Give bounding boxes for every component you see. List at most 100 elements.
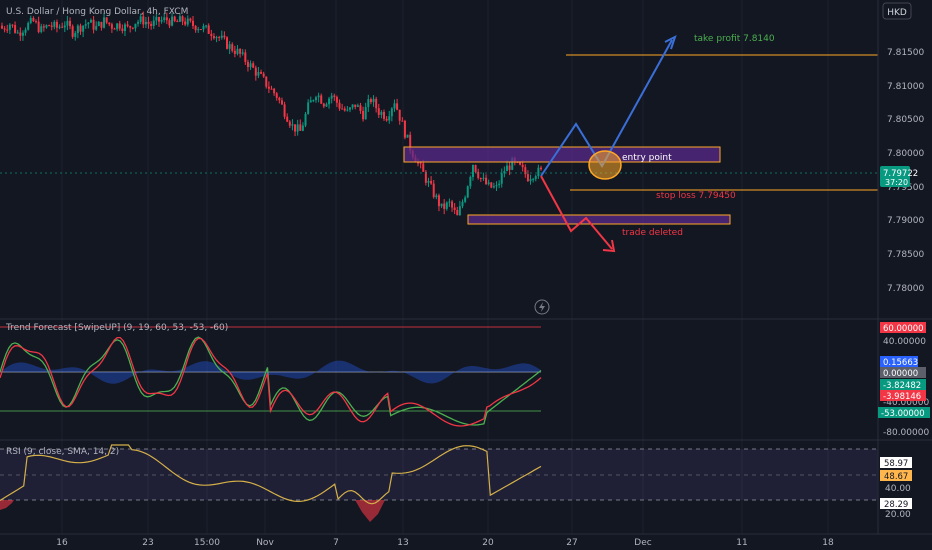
candle-body [163, 17, 166, 20]
candle-body [95, 25, 98, 30]
candle-body [176, 21, 179, 23]
candle-body [168, 20, 171, 26]
candle-body [53, 21, 56, 27]
candle-body [257, 71, 260, 76]
candle-body [246, 61, 249, 68]
bullish-arrowhead [664, 35, 677, 50]
candle-body [249, 63, 252, 68]
bearish-path[interactable] [540, 175, 613, 250]
candle-body [283, 104, 286, 117]
trend-badge-slow [880, 390, 926, 401]
time-label: Nov [256, 538, 274, 548]
candle-body [14, 25, 17, 33]
candle-body [432, 183, 435, 198]
candle-body [92, 19, 95, 30]
candle-body [116, 23, 119, 30]
candle-body [215, 37, 218, 39]
candle-body [178, 16, 181, 22]
candle-body [458, 206, 461, 216]
time-label: 16 [56, 538, 68, 548]
candle-body [364, 106, 367, 120]
candle-body [223, 35, 226, 38]
candle-body [105, 17, 108, 23]
candle-body [346, 109, 349, 111]
entry-point-marker[interactable] [588, 150, 622, 180]
candle-body [291, 124, 294, 126]
lightning-icon[interactable] [534, 299, 550, 315]
rsi-badge-value-text: 48.67 [884, 472, 908, 482]
entry-point-label: entry point [622, 153, 672, 163]
candle-body [354, 104, 357, 107]
candle-body [241, 52, 244, 54]
candle-body [286, 116, 289, 122]
candle-body [199, 29, 202, 31]
candle-body [6, 29, 9, 31]
candle-body [440, 203, 443, 207]
rsi-tick: 20.00 [885, 510, 911, 520]
candle-body [325, 104, 328, 107]
candle-body [8, 24, 11, 30]
candle-body [260, 71, 263, 74]
candle-body [265, 76, 268, 87]
candle-body [406, 134, 409, 138]
candle-body [304, 113, 307, 126]
current-price-badge [880, 166, 910, 187]
candle-body [335, 96, 338, 103]
candle-body [409, 134, 412, 151]
rsi-oversold-fill-left [0, 500, 14, 510]
candle-body [197, 29, 200, 31]
candle-body [519, 161, 522, 165]
rsi-oversold-fill-mid [355, 500, 385, 522]
right-price-axis[interactable]: HKD 7.81500 7.81000 7.80500 7.80000 7.79… [877, 0, 930, 534]
candle-body [278, 97, 281, 101]
candle-body [27, 22, 30, 30]
bullish-path[interactable] [540, 39, 673, 177]
candle-body [126, 24, 129, 27]
candle-body [24, 29, 27, 33]
currency-button[interactable] [882, 2, 912, 20]
candle-body [254, 67, 257, 76]
candle-body [524, 167, 527, 175]
price-tick: 7.78000 [887, 284, 924, 294]
candle-body [343, 108, 346, 111]
candle-body [495, 185, 498, 187]
time-axis[interactable]: 16 23 15:00 Nov 7 13 20 27 Dec 11 18 [0, 533, 932, 548]
candle-body [84, 24, 87, 26]
candle-body [388, 116, 391, 121]
candle-body [69, 20, 72, 27]
candle-body [212, 36, 215, 39]
trend-badge-lower-text: -53.00000 [881, 409, 925, 419]
candle-body [430, 180, 433, 184]
candle-body [66, 20, 69, 26]
price-pane[interactable]: take profit 7.8140 entry point stop loss… [0, 7, 878, 315]
candle-body [537, 167, 540, 177]
trend-forecast-pane[interactable]: Trend Forecast [SwipeUP] (9, 19, 60, 53,… [0, 318, 932, 427]
trend-badge-slow-text: -3.98146 [883, 392, 921, 402]
candle-body [252, 63, 255, 68]
candle-body [275, 93, 278, 98]
candle-body [239, 48, 242, 54]
candle-body [3, 28, 6, 30]
candle-body [171, 16, 174, 26]
rsi-badge-upper [880, 457, 912, 468]
support-zone-box[interactable] [467, 214, 731, 225]
entry-zone-box[interactable] [403, 146, 721, 163]
candle-body [309, 100, 312, 103]
trend-forecast-title: Trend Forecast [SwipeUP] (9, 19, 60, 53,… [5, 323, 228, 333]
candle-body [466, 186, 469, 198]
current-price-value: 7.79722 [883, 169, 918, 179]
trend-badge-fast [880, 379, 926, 390]
candle-body [320, 95, 323, 104]
candle-body [71, 26, 74, 37]
candle-body [492, 186, 495, 188]
candle-body [108, 22, 111, 25]
trend-badge-fast-text: -3.82482 [883, 381, 921, 391]
candle-body [505, 165, 508, 172]
candle-body [139, 16, 142, 22]
rsi-pane[interactable]: RSI (9, close, SMA, 14, 2) [0, 439, 932, 522]
candle-body [288, 121, 291, 126]
candle-body [165, 17, 168, 21]
candle-body [526, 174, 529, 182]
